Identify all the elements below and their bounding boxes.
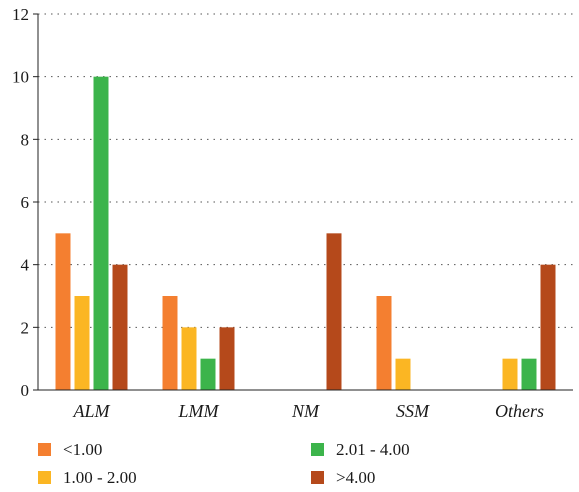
category-label: NM: [291, 401, 320, 421]
legend-label: 2.01 - 4.00: [336, 440, 410, 459]
legend-label: <1.00: [63, 440, 102, 459]
y-tick-label: 2: [21, 318, 30, 337]
bar: [521, 358, 537, 390]
axes: [33, 13, 573, 391]
gridlines: [38, 13, 573, 328]
bar: [74, 296, 90, 390]
bars: [55, 76, 556, 391]
bar: [55, 233, 71, 390]
y-tick-labels: 0 2 4 6 8 10 12: [12, 5, 30, 400]
y-tick-label: 0: [21, 381, 30, 400]
legend-swatch: [311, 471, 324, 484]
bar: [162, 296, 178, 390]
legend-swatch: [311, 443, 324, 456]
category-labels: ALM LMM NM SSM Others: [73, 401, 545, 421]
bar: [181, 327, 197, 390]
legend-label: >4.00: [336, 468, 375, 487]
bar: [395, 358, 411, 390]
y-tick-label: 8: [21, 130, 30, 149]
y-tick-label: 10: [12, 68, 29, 87]
legend-label: 1.00 - 2.00: [63, 468, 137, 487]
bar: [112, 264, 128, 390]
legend: <1.00 1.00 - 2.00 2.01 - 4.00 >4.00: [38, 440, 410, 487]
category-label: Others: [495, 401, 544, 421]
category-label: LMM: [178, 401, 220, 421]
bar: [502, 358, 518, 390]
y-tick-label: 6: [21, 193, 30, 212]
bar: [326, 233, 342, 390]
bar: [200, 358, 216, 390]
category-label: SSM: [396, 401, 430, 421]
y-tick-label: 12: [12, 5, 29, 24]
bar: [93, 76, 109, 391]
category-label: ALM: [73, 401, 111, 421]
bar: [540, 264, 556, 390]
bar: [376, 296, 392, 390]
y-tick-label: 4: [21, 256, 30, 275]
bar: [219, 327, 235, 390]
legend-swatch: [38, 443, 51, 456]
legend-swatch: [38, 471, 51, 484]
